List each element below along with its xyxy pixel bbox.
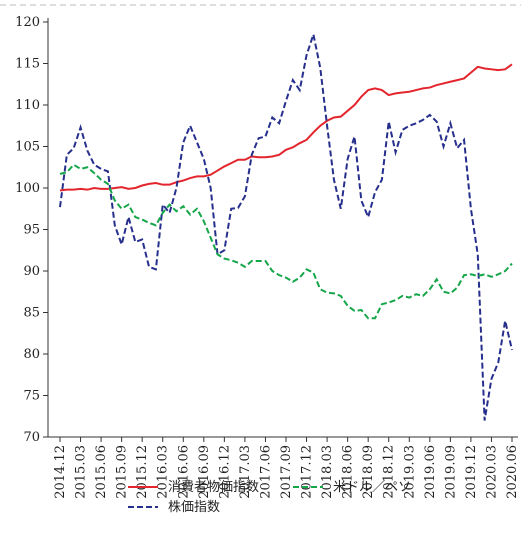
- x-tick-label: 2018.03: [320, 445, 335, 499]
- y-tick-label: 100: [15, 181, 40, 196]
- x-tick-label: 2018.06: [341, 445, 356, 499]
- legend-label: 株価指数: [168, 500, 220, 515]
- y-tick-label: 95: [23, 223, 40, 238]
- y-tick-label: 115: [15, 57, 40, 72]
- line-series: [59, 63, 513, 192]
- x-tick-label: 2015.12: [135, 445, 150, 499]
- x-tick-label: 2015.06: [94, 445, 109, 499]
- y-tick-label: 90: [23, 264, 40, 279]
- x-tick-label: 2019.12: [464, 445, 479, 499]
- x-tick-label: 2016.03: [156, 445, 171, 499]
- legend-label: 消費者物価指数: [168, 480, 259, 495]
- x-tick-label: 2017.03: [238, 445, 253, 499]
- x-tick-label: 2019.09: [443, 445, 458, 499]
- y-tick-label: 75: [23, 389, 40, 404]
- x-tick-label: 2018.12: [382, 445, 397, 499]
- x-tick-label: 2016.09: [197, 445, 212, 499]
- x-tick-label: 2016.06: [176, 445, 191, 499]
- legend-label: 米ドル／ペソ: [333, 480, 411, 495]
- x-tick-label: 2018.09: [361, 445, 376, 499]
- x-tick-label: 2020.03: [484, 445, 499, 499]
- x-tick-label: 2016.12: [217, 445, 232, 499]
- x-tick-label: 2020.06: [505, 445, 520, 499]
- x-tick-label: 2019.06: [423, 445, 438, 499]
- line-series: [59, 163, 513, 320]
- x-tick-label: 2014.12: [53, 445, 68, 499]
- x-tick-label: 2017.12: [300, 445, 315, 499]
- x-tick-label: 2015.09: [115, 445, 130, 499]
- y-tick-label: 80: [23, 347, 40, 362]
- x-tick-label: 2017.09: [279, 445, 294, 499]
- y-tick-label: 85: [23, 306, 40, 321]
- y-tick-label: 110: [15, 98, 40, 113]
- y-tick-label: 120: [15, 15, 40, 30]
- y-tick-label: 70: [23, 430, 40, 445]
- line-series: [59, 30, 513, 421]
- x-tick-label: 2015.03: [74, 445, 89, 499]
- x-tick-label: 2017.06: [258, 445, 273, 499]
- x-tick-label: 2019.03: [402, 445, 417, 499]
- y-tick-label: 105: [15, 140, 40, 155]
